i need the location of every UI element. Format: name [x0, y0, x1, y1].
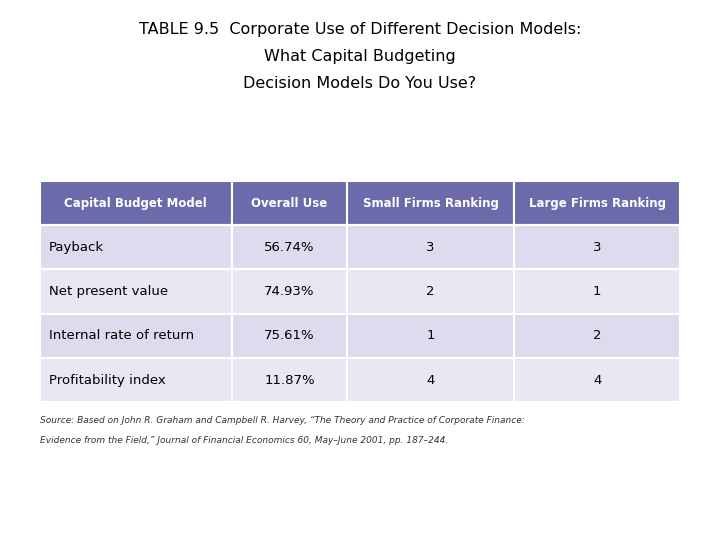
Text: Payback: Payback [49, 241, 104, 254]
Text: Small Firms Ranking: Small Firms Ranking [363, 197, 498, 210]
Bar [40, 181, 232, 225]
Bar [514, 225, 680, 269]
Bar [232, 358, 347, 402]
Bar [40, 269, 232, 314]
Bar [40, 314, 232, 358]
Text: 2: 2 [426, 285, 435, 298]
Text: Overall Use: Overall Use [251, 197, 328, 210]
Text: Net present value: Net present value [49, 285, 168, 298]
Bar [40, 358, 232, 402]
Text: 75.61%: 75.61% [264, 329, 315, 342]
Text: Decision Models Do You Use?: Decision Models Do You Use? [243, 76, 477, 91]
Text: What Capital Budgeting: What Capital Budgeting [264, 49, 456, 64]
Text: Capital Budget Model: Capital Budget Model [64, 197, 207, 210]
Bar [514, 269, 680, 314]
Text: TABLE 9.5  Corporate Use of Different Decision Models:: TABLE 9.5 Corporate Use of Different Dec… [139, 22, 581, 37]
Text: 2: 2 [593, 329, 601, 342]
Bar [514, 181, 680, 225]
Bar [514, 314, 680, 358]
Text: 4: 4 [593, 374, 601, 387]
Bar [347, 181, 514, 225]
Bar [347, 358, 514, 402]
Text: Internal rate of return: Internal rate of return [49, 329, 194, 342]
Text: 3: 3 [593, 241, 601, 254]
Bar [347, 269, 514, 314]
Bar [347, 225, 514, 269]
Bar [232, 181, 347, 225]
Text: Large Firms Ranking: Large Firms Ranking [528, 197, 665, 210]
Bar [40, 225, 232, 269]
Text: 3: 3 [426, 241, 435, 254]
Bar [514, 358, 680, 402]
Bar [347, 314, 514, 358]
Text: Profitability index: Profitability index [49, 374, 166, 387]
Bar [232, 269, 347, 314]
Text: 1: 1 [593, 285, 601, 298]
Text: 56.74%: 56.74% [264, 241, 315, 254]
Text: 4: 4 [426, 374, 435, 387]
Text: 74.93%: 74.93% [264, 285, 315, 298]
Text: Evidence from the Field,” Journal of Financial Economics 60, May–June 2001, pp. : Evidence from the Field,” Journal of Fin… [40, 436, 448, 446]
Bar [232, 314, 347, 358]
Text: 11.87%: 11.87% [264, 374, 315, 387]
Text: 1: 1 [426, 329, 435, 342]
Text: Source: Based on John R. Graham and Campbell R. Harvey, “The Theory and Practice: Source: Based on John R. Graham and Camp… [40, 416, 524, 425]
Bar [232, 225, 347, 269]
